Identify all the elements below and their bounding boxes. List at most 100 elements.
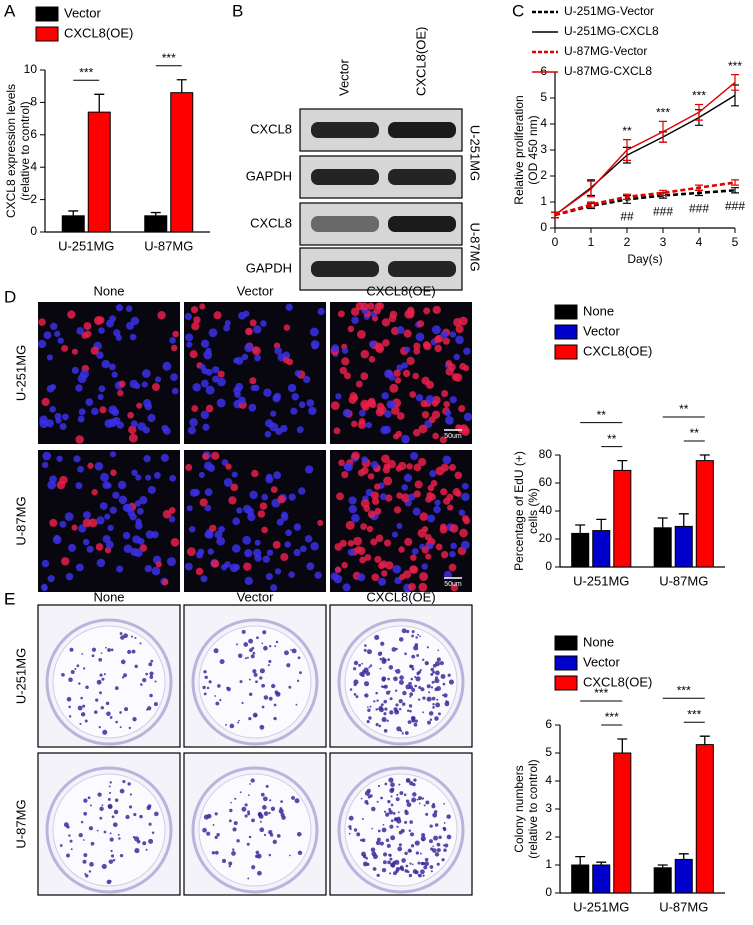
- colony: [428, 691, 431, 694]
- colony: [417, 796, 423, 801]
- colony: [291, 648, 297, 654]
- colony: [70, 848, 73, 851]
- nucleus: [374, 555, 382, 564]
- nucleus: [39, 419, 49, 429]
- colony: [212, 824, 215, 826]
- nucleus: [413, 490, 421, 498]
- nucleus: [87, 462, 94, 469]
- colony: [85, 874, 89, 878]
- nucleus: [375, 344, 385, 354]
- colony: [371, 806, 376, 812]
- colony: [415, 636, 418, 639]
- colony: [118, 837, 121, 840]
- nucleus: [83, 322, 92, 331]
- colony: [433, 835, 439, 841]
- nucleus: [453, 317, 462, 327]
- colony: [117, 833, 120, 836]
- nucleus: [357, 329, 366, 339]
- significance-label: ***: [605, 710, 619, 724]
- colony: [374, 634, 380, 641]
- colony: [426, 646, 429, 649]
- colony: [247, 877, 250, 880]
- colony: [416, 798, 419, 801]
- colony: [263, 833, 267, 837]
- colony: [256, 853, 262, 859]
- nucleus: [43, 331, 52, 340]
- protein-label: CXCL8: [250, 121, 292, 136]
- colony: [239, 791, 242, 794]
- colony: [123, 673, 127, 678]
- y-tick-label: 1: [545, 857, 552, 871]
- nucleus: [185, 333, 194, 342]
- nucleus: [360, 349, 370, 359]
- nucleus: [141, 369, 151, 378]
- nucleus: [370, 460, 379, 469]
- colony: [434, 678, 440, 684]
- colony: [297, 656, 301, 660]
- legend-label: U-87MG-CXCL8: [564, 64, 652, 78]
- nucleus: [115, 304, 124, 312]
- blot-band: [311, 122, 379, 138]
- nucleus: [61, 344, 69, 352]
- nucleus: [207, 548, 214, 555]
- colony: [353, 693, 357, 696]
- nucleus: [342, 583, 351, 592]
- nucleus: [409, 391, 417, 398]
- nucleus: [423, 307, 431, 315]
- colony: [268, 853, 272, 857]
- nucleus: [360, 499, 370, 508]
- bar: [674, 858, 693, 894]
- nucleus: [347, 325, 355, 333]
- colony: [91, 654, 95, 658]
- nucleus: [296, 426, 304, 434]
- colony: [123, 633, 128, 639]
- colony: [431, 696, 436, 701]
- colony: [108, 785, 111, 788]
- colony: [295, 703, 298, 706]
- plate-image: [37, 604, 181, 748]
- nucleus: [112, 416, 121, 425]
- nucleus: [416, 320, 425, 328]
- nucleus: [112, 491, 120, 499]
- nucleus: [201, 367, 209, 375]
- colony: [422, 696, 426, 700]
- scale-bar-label: 50um: [444, 581, 462, 588]
- nucleus: [142, 426, 150, 434]
- nucleus: [184, 312, 193, 321]
- nucleus: [401, 362, 408, 369]
- colony: [97, 792, 102, 797]
- colony: [439, 661, 444, 666]
- nucleus: [351, 316, 359, 325]
- nucleus: [122, 531, 131, 540]
- legend-label: U-251MG-Vector: [564, 4, 654, 18]
- nucleus: [440, 331, 448, 339]
- nucleus: [306, 562, 315, 571]
- nucleus: [380, 426, 389, 435]
- nucleus: [390, 406, 400, 415]
- colony: [409, 664, 413, 668]
- colony: [89, 862, 94, 867]
- micrograph: [37, 302, 180, 444]
- panel-letter: C: [512, 1, 524, 20]
- nucleus: [49, 406, 56, 413]
- colony: [364, 694, 367, 697]
- bar: [571, 532, 590, 568]
- legend-label: Vector: [583, 323, 621, 338]
- colony: [389, 857, 393, 861]
- colony: [206, 831, 211, 836]
- colony: [390, 803, 394, 807]
- colony: [368, 716, 372, 720]
- colony: [76, 664, 80, 668]
- bar: [592, 864, 611, 894]
- nucleus: [261, 493, 269, 501]
- nucleus: [388, 401, 396, 409]
- colony: [95, 698, 99, 702]
- nucleus: [330, 572, 339, 581]
- nucleus: [104, 419, 114, 428]
- colony: [442, 826, 446, 830]
- nucleus: [305, 465, 314, 474]
- well: [52, 773, 166, 887]
- colony: [365, 671, 371, 676]
- nucleus: [304, 535, 313, 543]
- colony: [429, 718, 433, 721]
